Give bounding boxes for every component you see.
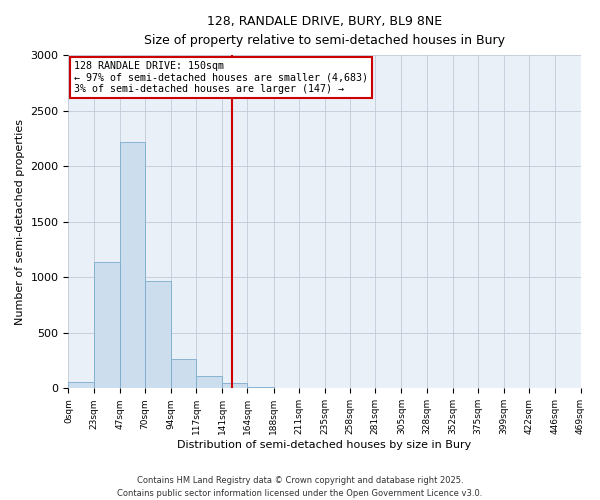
Bar [68, 382, 94, 388]
Text: Contains HM Land Registry data © Crown copyright and database right 2025.
Contai: Contains HM Land Registry data © Crown c… [118, 476, 482, 498]
Bar [247, 387, 274, 388]
Bar [94, 262, 120, 388]
Bar [120, 142, 145, 388]
X-axis label: Distribution of semi-detached houses by size in Bury: Distribution of semi-detached houses by … [178, 440, 472, 450]
Y-axis label: Number of semi-detached properties: Number of semi-detached properties [15, 118, 25, 324]
Bar [171, 359, 196, 388]
Title: 128, RANDALE DRIVE, BURY, BL9 8NE
Size of property relative to semi-detached hou: 128, RANDALE DRIVE, BURY, BL9 8NE Size o… [144, 15, 505, 47]
Bar [196, 376, 223, 388]
Bar [223, 384, 247, 388]
Bar [145, 280, 171, 388]
Text: 128 RANDALE DRIVE: 150sqm
← 97% of semi-detached houses are smaller (4,683)
3% o: 128 RANDALE DRIVE: 150sqm ← 97% of semi-… [74, 60, 368, 94]
